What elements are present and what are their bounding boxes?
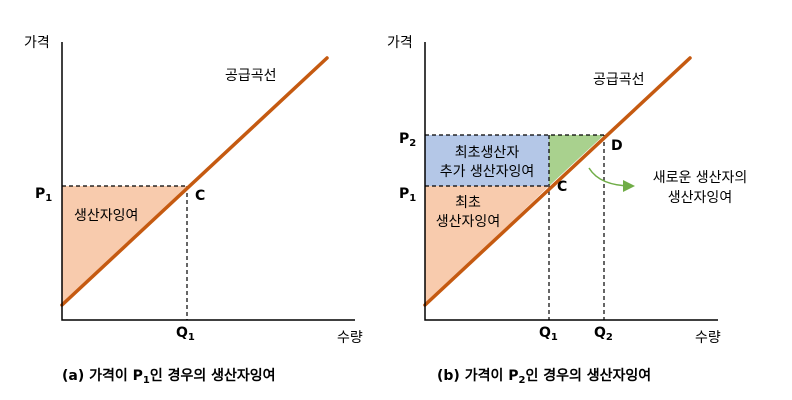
price-p1-label: P1 [399, 186, 416, 204]
price-p2-label: P2 [399, 131, 416, 149]
point-d-label: D [611, 138, 623, 154]
initial-surplus-label-line2: 생산자잉여 [436, 214, 500, 230]
quantity-q1-label: Q1 [539, 325, 558, 343]
quantity-q2-label: Q2 [594, 325, 613, 343]
producer-surplus-label: 생산자잉여 [74, 208, 138, 224]
panel-a: 가격 수량 공급곡선 P1 Q1 C 생산자잉여 (a) 가격이 P1인 경우의… [24, 35, 363, 386]
axes [424, 42, 718, 321]
new-producers-arrow [588, 167, 635, 192]
point-c-label: C [195, 188, 205, 204]
quantity-axis-label: 수량 [337, 330, 363, 346]
panel-b: 가격 수량 공급곡선 P2 P1 Q1 Q2 C D 최초생산자 추가 생산자잉… [387, 35, 747, 386]
caption-b: (b) 가격이 P2인 경우의 생산자잉여 [437, 367, 651, 386]
new-surplus-label-line1: 새로운 생산자의 [653, 170, 748, 186]
point-c-label: C [557, 179, 567, 195]
price-axis-label: 가격 [387, 35, 413, 51]
supply-curve-label: 공급곡선 [593, 72, 645, 88]
new-surplus-label-line2: 생산자잉여 [668, 190, 732, 206]
new-producers-surplus-area [549, 135, 604, 186]
supply-curve-label: 공급곡선 [225, 68, 277, 84]
axes [61, 42, 355, 321]
quantity-axis-label: 수량 [695, 330, 721, 346]
initial-surplus-label-line1: 최초 [455, 195, 481, 211]
price-p1-label: P1 [35, 186, 52, 204]
added-surplus-label-line1: 최초생산자 [455, 145, 520, 161]
caption-a: (a) 가격이 P1인 경우의 생산자잉여 [62, 367, 276, 386]
quantity-q1-label: Q1 [176, 325, 195, 343]
supply-curve [60, 56, 329, 307]
supply-curve [423, 56, 692, 307]
initial-producers-added-surplus-area [425, 135, 549, 186]
added-surplus-label-line2: 추가 생산자잉여 [440, 164, 535, 180]
price-axis-label: 가격 [24, 35, 50, 51]
